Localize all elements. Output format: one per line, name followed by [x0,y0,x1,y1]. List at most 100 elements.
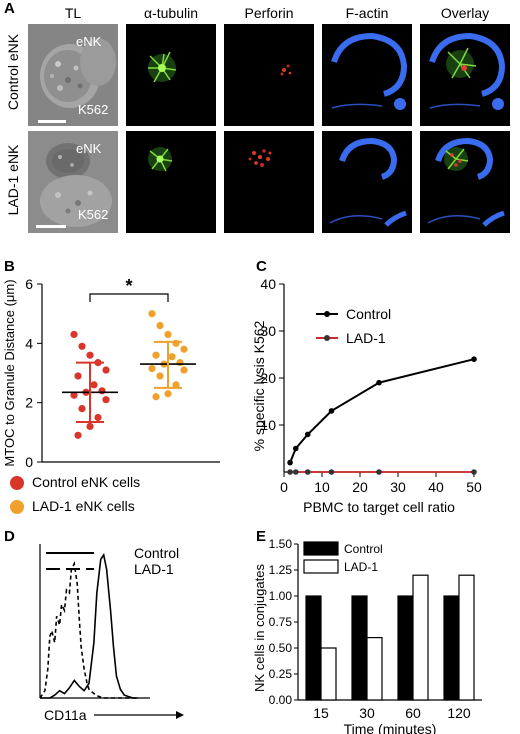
x-tick-label: 15 [313,705,329,721]
data-point [180,345,188,353]
panel-a-label: A [4,0,15,17]
y-axis-label: MTOC to Granule Distance (μm) [2,279,17,466]
col-header-tubulin: α-tubulin [143,5,198,21]
data-point [164,390,172,398]
cell-label-k562: K562 [78,207,109,222]
col-header-perforin: Perforin [244,5,294,21]
scale-bar [36,225,66,228]
y-tick-label: 0 [25,454,33,470]
legend-swatch [303,541,339,556]
x-axis-label: CD11a [44,707,87,723]
data-point [74,372,82,380]
histogram-curve [39,561,138,699]
cell-label-k562: K562 [78,102,109,117]
data-point [304,431,311,438]
scatter-chart-mtoc-distance: 0 2 4 6 MTOC to Granule Distance (μm) * [2,276,220,470]
data-point [152,393,160,401]
perforin-image-control [224,24,314,126]
data-point [156,321,164,330]
x-tick-label: 60 [405,705,421,721]
data-point [471,356,477,362]
overlay-image-lad1 [420,131,510,233]
panel-e-label: E [256,528,267,545]
data-point [168,353,176,361]
bar [320,647,337,701]
cell-label-enk: eNK [76,141,102,156]
legend-label-lad1: LAD-1 eNK cells [32,498,135,514]
legend-dot-lad1 [10,500,24,514]
x-tick-label: 0 [280,479,288,495]
data-point [148,364,156,373]
legend-label: LAD-1 [134,561,174,577]
panel-d-label: D [4,528,15,545]
data-point [74,431,82,439]
perforin-image-lad1 [224,131,314,233]
data-point [152,351,160,359]
data-point [328,408,335,414]
data-point [70,391,78,399]
y-tick-label: 0.50 [269,641,293,655]
data-point [70,330,78,339]
data-point [376,469,382,475]
bar [305,595,322,701]
data-point [287,469,293,475]
data-point [376,379,382,386]
data-point [292,445,299,452]
x-tick-label: 40 [428,479,444,495]
data-point [102,366,110,374]
data-point [78,342,86,350]
tl-image-control: eNK K562 [28,24,118,126]
data-point [86,351,94,359]
bar-chart-conjugates: 0.00 0.25 0.50 0.75 1.00 1.25 1.50 15 30 60 120 Tim… [252,537,482,734]
bar [351,595,368,701]
x-tick-label: 30 [390,479,406,495]
data-point [328,469,335,475]
panel-c-label: C [256,258,267,275]
y-axis-label: % specific lysis K562 [252,320,267,451]
x-tick-label: 20 [352,479,368,495]
col-header-factin: F-actin [345,5,389,21]
y-tick-label: 1.00 [269,589,293,603]
data-point [180,366,188,374]
tubulin-image-lad1 [126,131,216,233]
legend-marker [324,311,330,317]
data-point [287,459,293,466]
significance-star: * [125,276,132,296]
legend-swatch [303,559,339,574]
legend-label: Control [344,542,383,556]
data-point [172,381,180,389]
data-point [98,387,106,395]
y-tick-label: 1.25 [269,563,293,577]
data-point [94,413,102,422]
bar [412,574,429,701]
legend-marker [324,335,330,341]
col-header-tl: TL [64,5,82,21]
bar [397,595,414,701]
axis-arrowhead [176,711,184,719]
y-tick-label: 4 [25,335,33,351]
legend-label: Control [346,306,391,322]
scale-bar [38,120,66,123]
histogram-curve [40,552,138,699]
data-point [172,339,180,347]
data-point [304,469,311,475]
data-point [471,469,477,475]
tubulin-image-control [126,24,216,126]
panel-b-label: B [4,258,15,275]
x-axis-label: Time (minutes) [344,721,437,734]
data-point [176,359,184,367]
series-line [289,358,475,463]
y-tick-label: 0.75 [269,615,293,629]
y-tick-label: 0.25 [269,667,293,681]
y-tick-label: 10 [260,417,276,433]
y-tick-label: 20 [260,370,276,386]
line-chart-specific-lysis: 10 20 30 40 0 10 20 30 40 50 PBMC to target cell r… [252,276,482,515]
significance-bracket [89,293,169,302]
data-point [90,381,98,389]
y-tick-label: 6 [25,276,33,292]
factin-image-control [322,24,412,126]
data-point [102,396,110,404]
bar [443,595,460,701]
y-tick-label: 1.50 [269,537,293,551]
